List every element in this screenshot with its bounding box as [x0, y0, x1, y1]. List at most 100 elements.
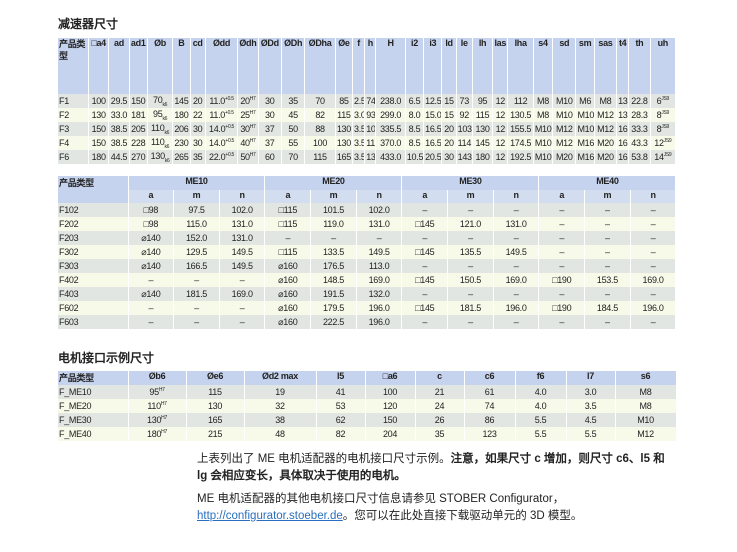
table-cell: 113.0	[356, 259, 403, 273]
table-cell: M20	[552, 150, 577, 164]
table-cell: F_ME40	[58, 427, 129, 441]
table-cell: ⌀140	[128, 245, 175, 259]
table-cell: 196.0	[356, 301, 403, 315]
table-cell: 92	[456, 108, 473, 122]
column-header: sas	[594, 38, 618, 94]
table-cell: F_ME20	[58, 399, 129, 413]
table-cell: 176.5	[310, 259, 357, 273]
column-header: 产品类型	[58, 371, 129, 385]
table-cell: 121.0	[447, 217, 494, 231]
table-cell: 153.5	[584, 273, 631, 287]
group-header: ME30	[401, 176, 540, 190]
table-cell: M10	[533, 136, 554, 150]
column-header: f6	[515, 371, 567, 385]
table-cell: 8JS9	[650, 108, 677, 122]
table-cell: 230	[172, 136, 191, 150]
table-cell: 100	[304, 136, 336, 150]
table-cell: 35	[190, 150, 206, 164]
table-cell: 150	[88, 122, 110, 136]
table-cell: –	[493, 287, 540, 301]
group-header: ME10	[128, 176, 266, 190]
table-cell: 88	[304, 122, 336, 136]
table-cell: 196.0	[356, 315, 403, 329]
table-cell: 74	[364, 94, 377, 108]
table-cell: 222.5	[310, 315, 357, 329]
table-row: F3 150 38.5 205 110k6 206 30 14.0+0.5 30H7 37 50 88…	[58, 122, 677, 136]
column-header: Ød2 max	[244, 371, 317, 385]
table-cell: 16.5	[423, 122, 443, 136]
table-cell: 4.0	[515, 385, 567, 399]
table-cell: 130	[335, 136, 354, 150]
table-cell: –	[401, 203, 449, 217]
column-header: f	[352, 38, 366, 94]
table-cell: 38	[244, 413, 317, 427]
table-cell: 82	[304, 108, 336, 122]
table-cell: –	[401, 287, 449, 301]
table-cell: 100	[365, 385, 416, 399]
table-cell: 180H7	[128, 427, 187, 441]
table-row: F_ME20 110H7 130 32 53 120 24 74 4.0 3.5 M8	[58, 399, 677, 413]
table-cell: M8	[615, 399, 677, 413]
table-row: F2 130 33.0 181 95k6 180 22 11.0+0.5 25H7 30 45 82 1…	[58, 108, 677, 122]
table-cell: F303	[58, 259, 129, 273]
table-cell: 12	[492, 136, 509, 150]
table-cell: 145	[472, 136, 494, 150]
table-cell: 29.5	[108, 94, 130, 108]
table-cell: 130.5	[507, 108, 534, 122]
table-cell: 41	[316, 385, 366, 399]
column-header: i2	[405, 38, 425, 94]
column-header: c6	[464, 371, 516, 385]
table-cell: –	[630, 287, 677, 301]
table-cell: M10	[552, 108, 577, 122]
group-header: ME40	[538, 176, 677, 190]
table-cell: 15	[441, 108, 457, 122]
table-cell: 148.5	[310, 273, 357, 287]
table-cell: 149.5	[493, 245, 540, 259]
table-cell: 123	[464, 427, 516, 441]
table-cell: –	[584, 217, 631, 231]
table-cell: 12	[492, 94, 509, 108]
configurator-link[interactable]: http://configurator.stoeber.de	[197, 510, 343, 522]
column-header: n	[356, 190, 403, 203]
table-cell: 16.5	[423, 136, 443, 150]
table-cell: 16	[616, 122, 630, 136]
table-cell: 119.0	[310, 217, 357, 231]
table-cell: 132.0	[356, 287, 403, 301]
table-cell: 38.5	[108, 122, 130, 136]
table-cell: –	[447, 315, 494, 329]
column-header: 产品类型	[58, 38, 89, 94]
table-cell: –	[584, 287, 631, 301]
table-cell: 62	[316, 413, 366, 427]
table-cell: 238.0	[375, 94, 406, 108]
table-cell: 204	[365, 427, 416, 441]
table-cell: 20.5	[423, 150, 443, 164]
column-header: lh	[472, 38, 494, 94]
table-cell: 137	[364, 150, 377, 164]
table-cell: M12	[594, 108, 618, 122]
table-cell: 30	[441, 150, 457, 164]
table-cell: M20	[594, 150, 618, 164]
table-cell: –	[401, 259, 449, 273]
table-cell: M10	[615, 413, 677, 427]
table-cell: –	[493, 203, 540, 217]
table-cell: –	[447, 287, 494, 301]
table-cell: 33.3	[628, 122, 651, 136]
table-cell: –	[447, 259, 494, 273]
table-cell: 35	[415, 427, 465, 441]
table-cell: ⌀160	[264, 287, 312, 301]
table-cell: –	[173, 315, 220, 329]
table-row: F402– – – ⌀160 148.5 169.0 □145 150.5 169.0 □190 1…	[58, 273, 677, 287]
table-cell: M16	[575, 150, 595, 164]
table-cell: 135.5	[447, 245, 494, 259]
table-row: F603– – – ⌀160 222.5 196.0– – – – – –	[58, 315, 677, 329]
table-cell: F2	[58, 108, 89, 122]
table-cell: –	[219, 273, 266, 287]
table-cell: –	[264, 231, 312, 245]
column-header: uh	[650, 38, 677, 94]
table-cell: 6JS9	[650, 94, 677, 108]
column-header: ad	[108, 38, 130, 94]
table-cell: –	[128, 301, 175, 315]
table-cell: F_ME10	[58, 385, 129, 399]
column-header: ad1	[129, 38, 148, 94]
table-cell: –	[584, 203, 631, 217]
